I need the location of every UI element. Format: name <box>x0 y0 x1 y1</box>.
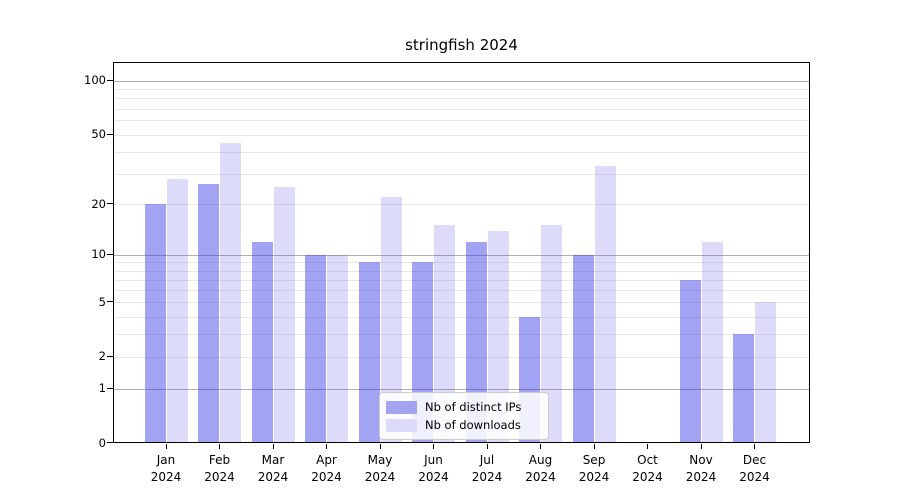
bar-downloads <box>166 178 188 442</box>
bar-distinct-ips <box>733 334 754 442</box>
bar-downloads <box>380 197 402 442</box>
x-tick <box>272 444 274 449</box>
chart-title: stringfish 2024 <box>405 36 518 54</box>
y-tick <box>107 79 113 81</box>
x-tick <box>326 444 327 449</box>
gridline-minor <box>114 173 809 175</box>
bar-downloads <box>220 142 241 442</box>
gridline-minor <box>114 151 809 153</box>
bar-distinct-ips <box>679 279 701 442</box>
gridline-minor <box>114 334 809 336</box>
gridline-minor <box>114 108 809 110</box>
gridline-minor <box>114 290 809 292</box>
x-tick-label: Aug 2024 <box>525 453 556 484</box>
bar-distinct-ips <box>251 241 273 442</box>
y-tick <box>107 442 113 443</box>
gridline-major <box>114 388 809 390</box>
bar-downloads <box>273 187 295 442</box>
gridline-minor <box>114 98 809 100</box>
x-tick <box>700 444 702 449</box>
bar-distinct-ips <box>572 254 594 442</box>
y-tick <box>107 203 113 205</box>
legend-label: Nb of distinct IPs <box>425 400 522 414</box>
gridline-minor <box>114 262 809 264</box>
bar-distinct-ips <box>358 262 380 442</box>
x-tick-label: Feb 2024 <box>204 453 235 484</box>
y-tick-label: 1 <box>98 381 106 396</box>
legend: Nb of distinct IPs Nb of downloads <box>379 392 549 440</box>
legend-swatch-distinct-ips <box>386 400 417 414</box>
x-tick-label: Oct 2024 <box>632 453 663 484</box>
plot-area <box>113 62 810 443</box>
x-tick-label: Jan 2024 <box>150 453 182 484</box>
legend-entry: Nb of downloads <box>386 416 542 434</box>
bar-downloads <box>755 302 776 442</box>
y-tick-label: 5 <box>98 294 106 309</box>
x-tick-label: Sep 2024 <box>578 453 610 484</box>
gridline-major <box>114 80 809 82</box>
gridline-minor <box>114 316 809 318</box>
gridline-minor <box>114 120 809 122</box>
legend-swatch-downloads <box>386 418 417 432</box>
x-tick <box>647 444 648 449</box>
y-tick-label: 0 <box>98 435 106 450</box>
bar-downloads <box>594 166 616 442</box>
x-tick-label: Nov 2024 <box>685 453 717 484</box>
legend-label: Nb of downloads <box>425 418 521 432</box>
gridline-minor <box>114 204 809 206</box>
x-tick-label: Jun 2024 <box>418 453 449 484</box>
bar-downloads <box>541 225 562 442</box>
y-tick-label: 100 <box>84 73 106 88</box>
x-tick <box>219 444 220 449</box>
y-tick-label: 2 <box>98 349 106 364</box>
x-tick <box>165 444 167 449</box>
gridline-minor <box>114 89 809 91</box>
y-tick <box>107 301 113 303</box>
x-tick <box>593 444 595 449</box>
x-tick <box>754 444 755 449</box>
y-tick <box>107 133 113 135</box>
gridline-minor <box>114 279 809 281</box>
gridline-minor <box>114 134 809 136</box>
y-tick <box>107 387 113 389</box>
bar-downloads <box>327 254 348 442</box>
y-tick-label: 50 <box>91 127 106 142</box>
bar-distinct-ips <box>198 184 219 442</box>
x-tick <box>433 444 434 449</box>
y-tick-label: 10 <box>91 247 106 262</box>
x-tick-label: Jul 2024 <box>471 453 503 484</box>
x-tick-label: May 2024 <box>364 453 396 484</box>
x-tick <box>486 444 488 449</box>
y-tick <box>107 355 113 357</box>
gridline-minor <box>114 270 809 272</box>
y-tick-label: 20 <box>91 196 106 211</box>
bar-downloads <box>487 230 509 442</box>
gridline-major <box>114 254 809 256</box>
x-tick-label: Mar 2024 <box>257 453 289 484</box>
x-tick <box>540 444 541 449</box>
bar-downloads <box>701 241 723 442</box>
x-tick-label: Dec 2024 <box>739 453 770 484</box>
gridline-minor <box>114 302 809 304</box>
x-tick <box>379 444 381 449</box>
bar-distinct-ips <box>144 204 166 442</box>
bar-downloads <box>434 225 455 442</box>
bar-distinct-ips <box>465 241 487 442</box>
y-tick <box>107 253 113 255</box>
x-tick-label: Apr 2024 <box>311 453 342 484</box>
gridline-minor <box>114 356 809 358</box>
legend-entry: Nb of distinct IPs <box>386 398 542 416</box>
bar-distinct-ips <box>305 254 326 442</box>
